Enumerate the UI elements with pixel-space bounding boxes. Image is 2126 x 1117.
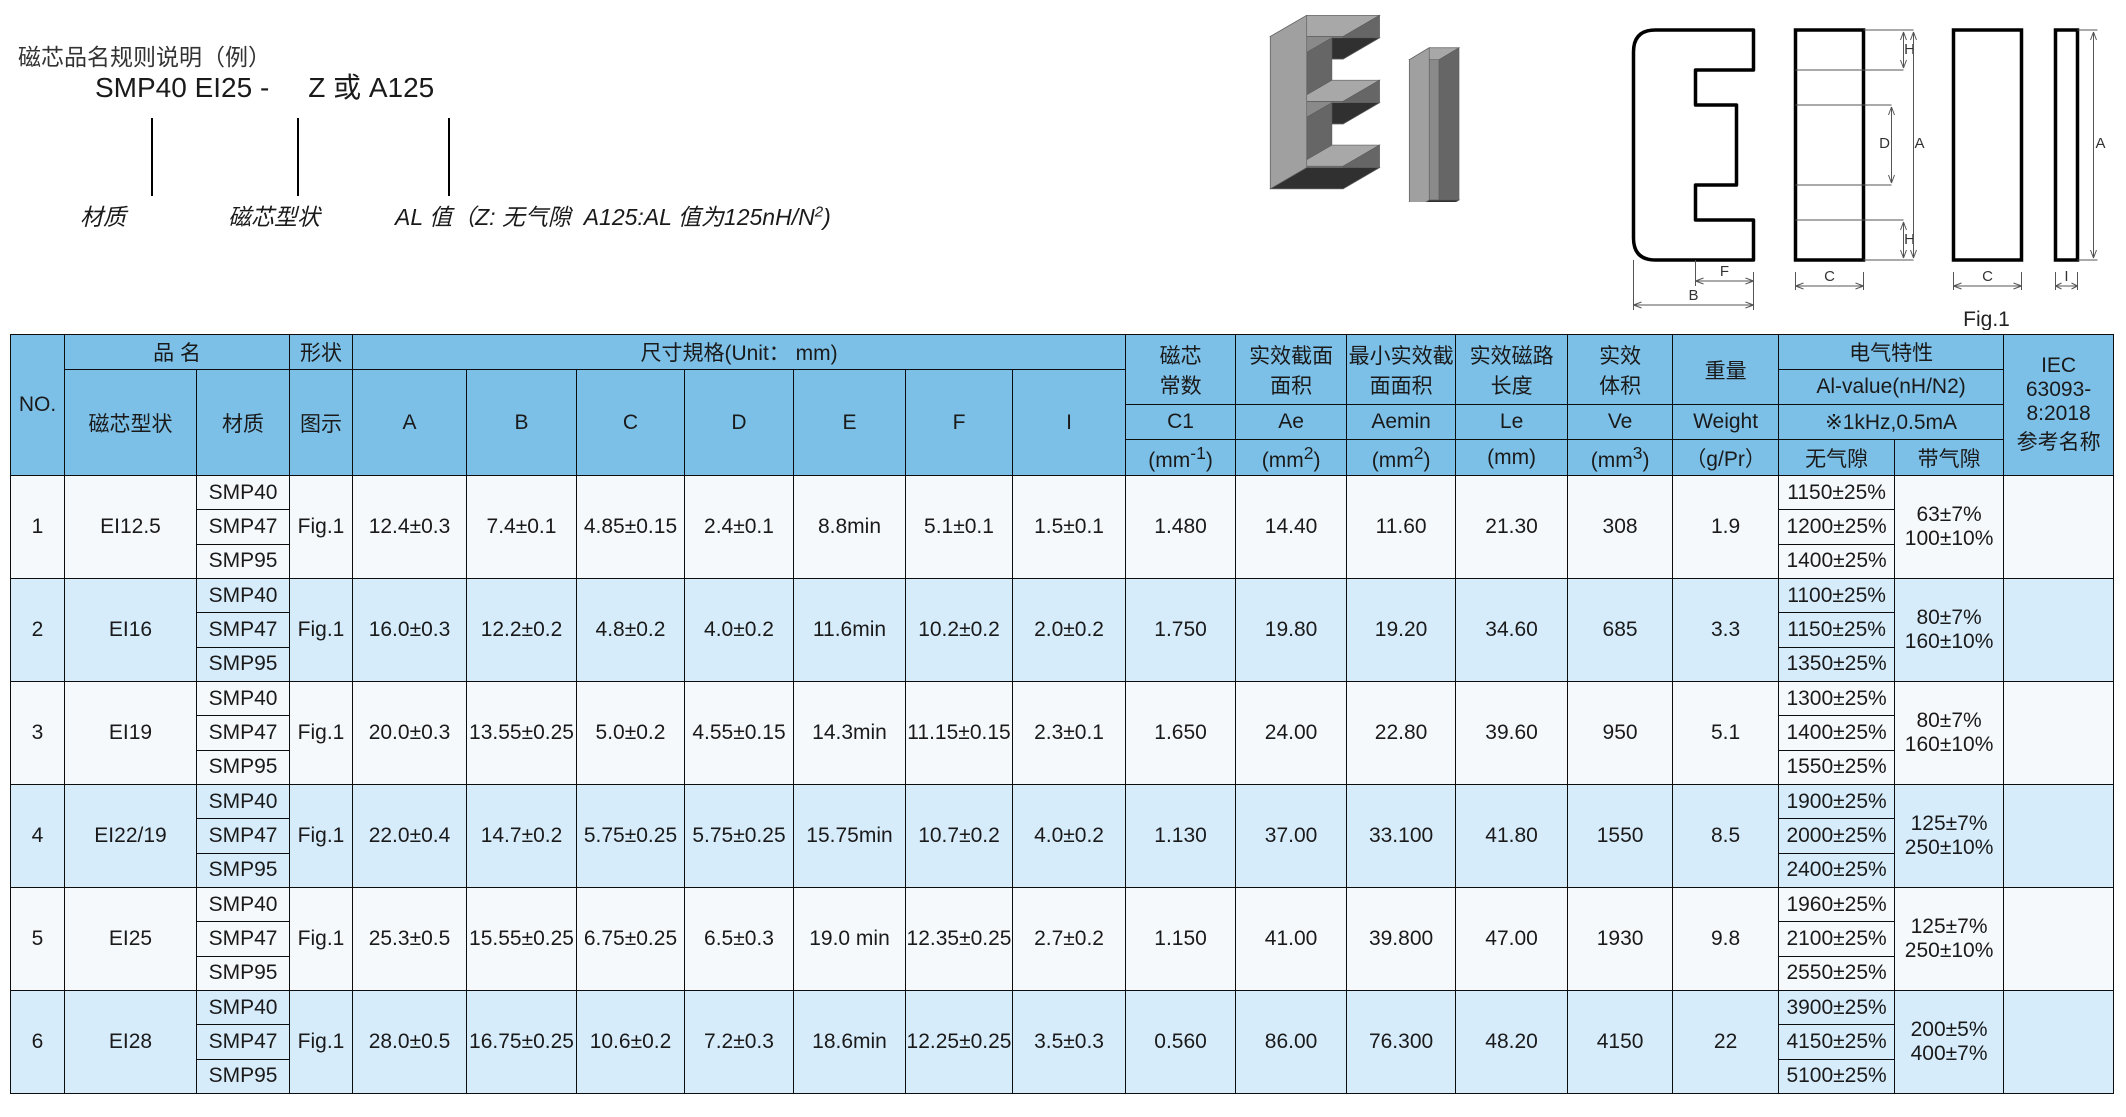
svg-text:C: C	[1824, 268, 1835, 285]
svg-text:B: B	[1688, 287, 1698, 304]
svg-text:Fig.1: Fig.1	[1963, 308, 2010, 330]
svg-text:F: F	[1720, 263, 1729, 280]
svg-text:I: I	[2064, 268, 2068, 285]
svg-text:C: C	[1982, 268, 1993, 285]
svg-text:A: A	[2095, 135, 2105, 152]
svg-text:A: A	[1914, 135, 1924, 152]
svg-text:D: D	[1879, 135, 1890, 152]
